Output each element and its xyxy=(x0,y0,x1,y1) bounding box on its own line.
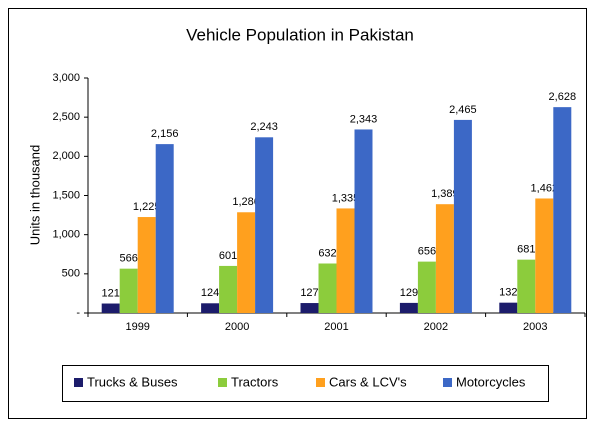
bar xyxy=(237,212,256,313)
y-tick-label: 2,500 xyxy=(52,111,80,123)
legend-label: Tractors xyxy=(231,374,279,389)
bar xyxy=(553,107,572,313)
bar xyxy=(255,137,274,313)
bar xyxy=(318,263,337,313)
bar xyxy=(399,302,418,313)
chart-title: Vehicle Population in Pakistan xyxy=(186,25,414,44)
data-label: 2,156 xyxy=(151,128,179,140)
bar xyxy=(155,144,174,313)
legend-label: Cars & LCV's xyxy=(329,374,407,389)
x-tick-label: 2002 xyxy=(424,321,448,333)
data-label: 1,286 xyxy=(232,196,260,208)
data-label: 1,462 xyxy=(531,182,559,194)
y-tick-label: 1,500 xyxy=(52,189,80,201)
x-tick-label: 1999 xyxy=(125,321,149,333)
legend-label: Trucks & Buses xyxy=(87,374,178,389)
data-label: 601 xyxy=(219,250,237,262)
x-tick-label: 2003 xyxy=(523,321,547,333)
bar xyxy=(435,204,454,313)
bar xyxy=(336,208,355,313)
bar xyxy=(499,302,518,313)
legend-swatch xyxy=(218,378,227,387)
data-label: 2,465 xyxy=(449,104,477,116)
bar xyxy=(219,265,238,313)
data-label: 132 xyxy=(499,287,517,299)
bar xyxy=(517,259,536,313)
legend-swatch xyxy=(74,378,83,387)
chart-frame xyxy=(8,8,587,419)
bar xyxy=(453,119,472,314)
y-tick-label: - xyxy=(76,307,80,319)
data-label: 1,225 xyxy=(133,201,161,213)
bar xyxy=(417,261,436,313)
data-label: 632 xyxy=(318,247,336,259)
bar xyxy=(101,303,120,313)
data-label: 566 xyxy=(120,253,138,265)
legend xyxy=(62,365,549,402)
data-label: 1,389 xyxy=(431,188,459,200)
y-tick-label: 3,000 xyxy=(52,72,80,84)
bar xyxy=(300,303,319,313)
bar xyxy=(535,198,554,313)
x-tick-label: 2000 xyxy=(225,321,249,333)
bar xyxy=(137,217,156,313)
y-tick-label: 500 xyxy=(62,268,80,280)
bar xyxy=(354,129,373,313)
data-label: 2,628 xyxy=(549,91,577,103)
data-label: 124 xyxy=(201,287,219,299)
y-tick-label: 1,000 xyxy=(52,229,80,241)
bar xyxy=(119,268,138,313)
x-tick-label: 2001 xyxy=(324,321,348,333)
y-axis-label: Units in thousand xyxy=(27,145,42,245)
data-label: 656 xyxy=(418,246,436,258)
bar xyxy=(201,303,220,313)
data-label: 681 xyxy=(517,244,535,256)
data-label: 2,343 xyxy=(350,113,378,125)
data-label: 2,243 xyxy=(250,121,278,133)
data-label: 129 xyxy=(400,287,418,299)
legend-label: Motorcycles xyxy=(456,374,526,389)
legend-swatch xyxy=(316,378,325,387)
data-label: 121 xyxy=(102,287,120,299)
legend-swatch xyxy=(443,378,452,387)
data-label: 127 xyxy=(300,287,318,299)
y-tick-label: 2,000 xyxy=(52,150,80,162)
data-label: 1,335 xyxy=(332,192,360,204)
